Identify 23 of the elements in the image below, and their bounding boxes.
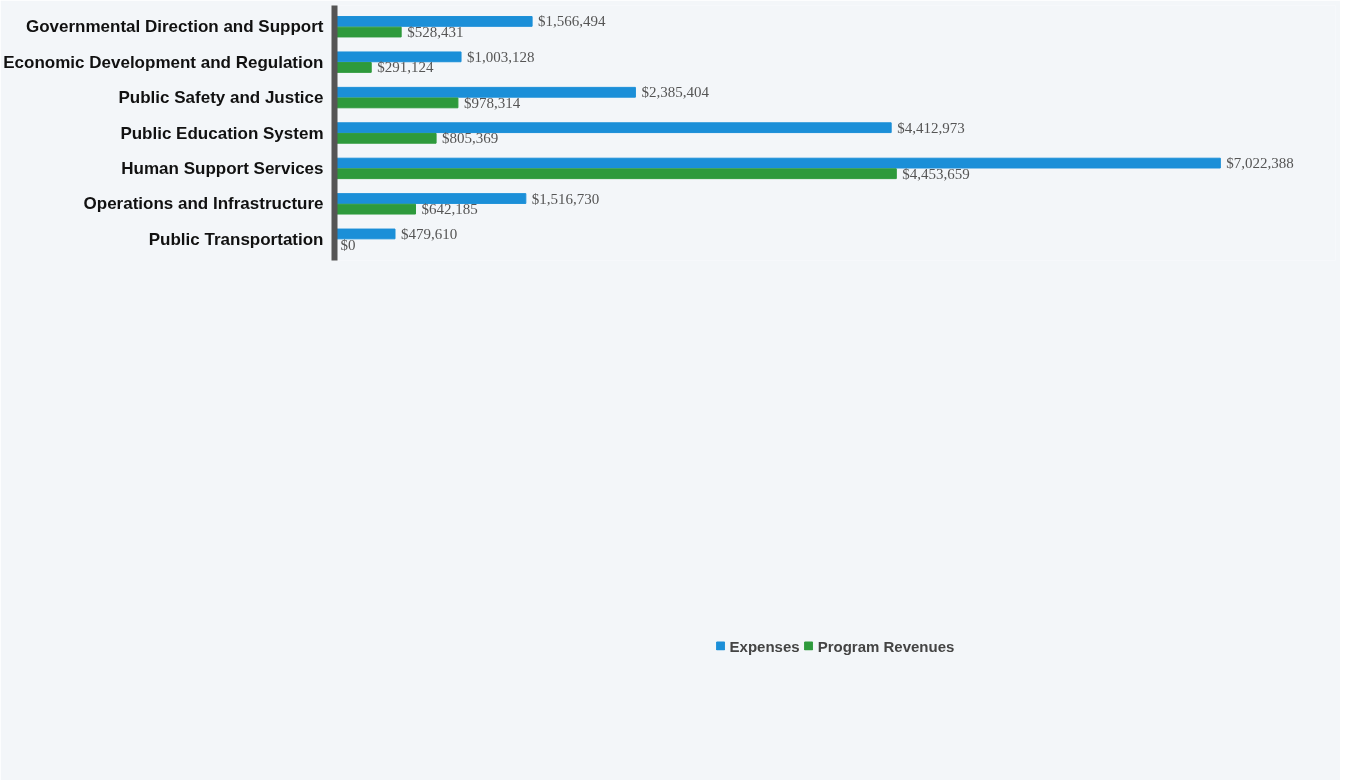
data-label: $805,369 (442, 130, 499, 147)
y-tick-label: Public Safety and Justice (118, 88, 324, 108)
data-label: $479,610 (401, 225, 458, 242)
legend-label: Expenses (729, 637, 800, 655)
y-tick-label: Public Education System (120, 123, 324, 143)
data-label: $7,022,388 (1226, 155, 1294, 172)
data-label: $1,516,730 (531, 190, 600, 207)
data-label: $4,412,973 (897, 119, 965, 136)
data-label: $1,566,494 (538, 13, 607, 30)
data-label: $0 (340, 236, 356, 253)
y-tick-label: Public Transportation (148, 229, 324, 249)
data-label: $528,431 (407, 24, 464, 41)
y-tick-label: Human Support Services (121, 158, 324, 178)
data-label: $291,124 (377, 59, 434, 76)
legend-label: Program Revenues (817, 637, 955, 655)
data-label: $642,185 (421, 201, 478, 218)
data-label: $2,385,404 (641, 84, 710, 101)
y-tick-label: Operations and Infrastructure (83, 194, 324, 214)
data-label: $978,314 (463, 94, 521, 111)
y-tick-label: Economic Development and Regulation (3, 52, 324, 72)
data-label: $4,453,659 (902, 165, 970, 182)
y-tick-label: Governmental Direction and Support (25, 17, 324, 37)
data-label: $1,003,128 (467, 48, 535, 65)
